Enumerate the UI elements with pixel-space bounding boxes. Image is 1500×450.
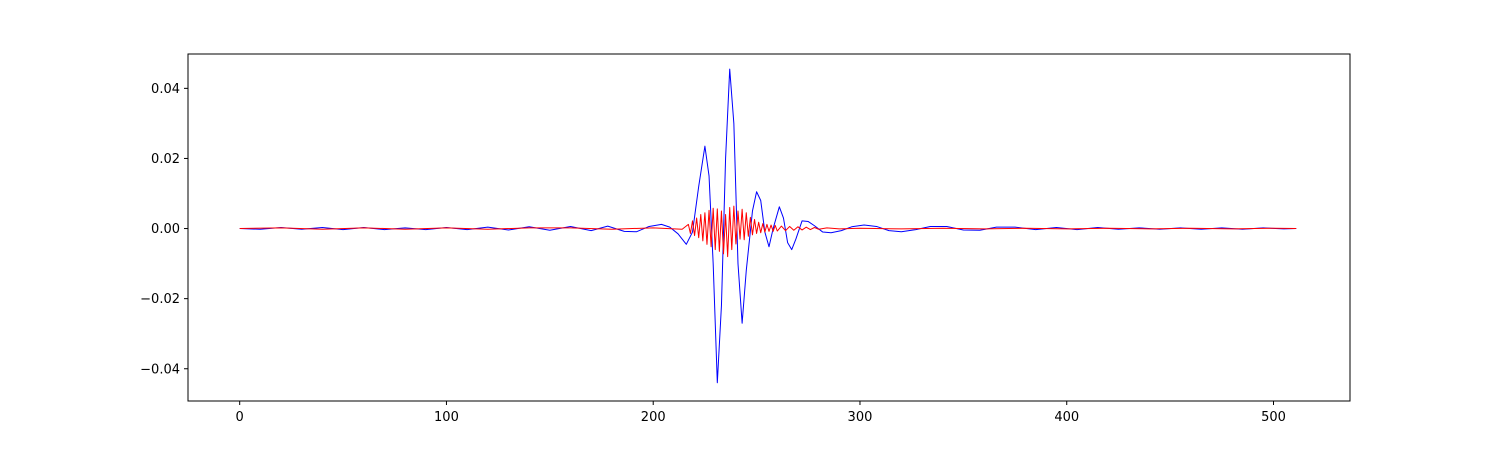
x-tick-label: 0: [236, 410, 244, 425]
series-line-1: [239, 68, 1297, 384]
y-tick-label: −0.02: [140, 292, 180, 307]
plot-frame: [187, 53, 1351, 402]
x-axis: 0 100 200 300 400 500: [236, 401, 1286, 425]
x-tick-label: 400: [1054, 410, 1079, 425]
y-axis: −0.04 −0.02 0.00 0.02 0.04: [140, 82, 188, 377]
x-tick-label: 500: [1261, 410, 1286, 425]
y-tick-label: 0.02: [151, 152, 180, 167]
series-layer: [239, 68, 1297, 384]
y-tick-label: −0.04: [140, 362, 180, 377]
y-tick-label: 0.04: [151, 82, 180, 97]
x-tick-label: 300: [848, 410, 873, 425]
series-line-2: [239, 205, 1297, 258]
x-tick-label: 200: [641, 410, 666, 425]
y-tick-label: 0.00: [151, 222, 180, 237]
x-tick-label: 100: [434, 410, 459, 425]
